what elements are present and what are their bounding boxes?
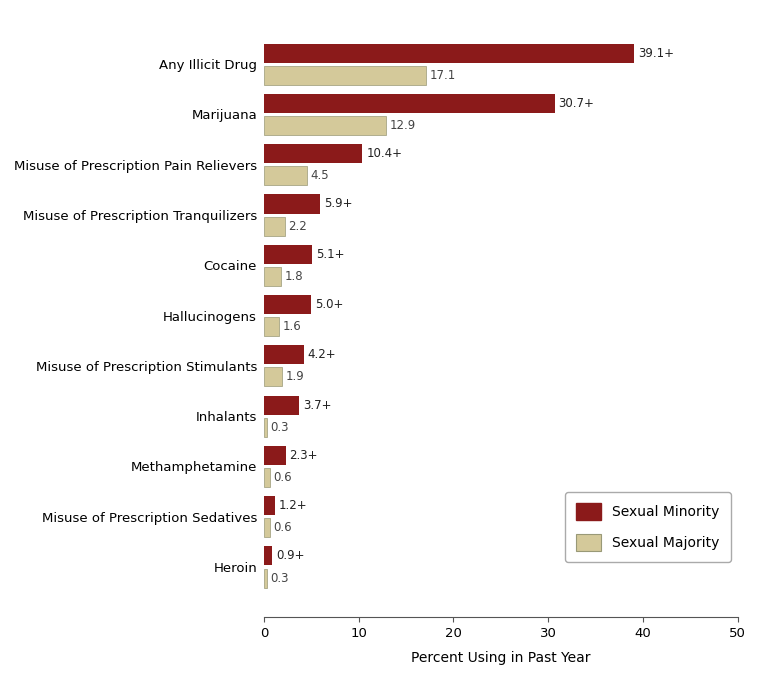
Text: 39.1+: 39.1+: [638, 47, 674, 60]
Bar: [264, 66, 426, 85]
Text: 1.2+: 1.2+: [279, 499, 308, 512]
Bar: [264, 267, 281, 286]
Bar: [264, 94, 555, 113]
Text: 17.1: 17.1: [429, 69, 456, 81]
Bar: [264, 396, 299, 415]
Bar: [264, 116, 386, 135]
Text: 5.0+: 5.0+: [315, 298, 344, 311]
Text: 2.3+: 2.3+: [290, 449, 318, 462]
X-axis label: Percent Using in Past Year: Percent Using in Past Year: [411, 651, 591, 665]
Bar: [264, 345, 304, 365]
Bar: [264, 367, 282, 386]
Bar: [264, 496, 275, 515]
Text: 0.3: 0.3: [271, 421, 289, 434]
Text: 0.6: 0.6: [274, 471, 292, 484]
Text: 4.2+: 4.2+: [308, 348, 336, 361]
Bar: [264, 468, 270, 487]
Text: 0.3: 0.3: [271, 572, 289, 585]
Bar: [264, 568, 267, 587]
Text: 1.9: 1.9: [286, 371, 305, 384]
Bar: [264, 166, 306, 185]
Text: 0.9+: 0.9+: [277, 549, 305, 562]
Text: 2.2: 2.2: [289, 219, 307, 233]
Bar: [264, 418, 267, 437]
Text: 1.6: 1.6: [283, 320, 302, 333]
Bar: [264, 144, 363, 163]
Text: 3.7+: 3.7+: [302, 399, 331, 411]
Bar: [264, 547, 273, 566]
Text: 5.9+: 5.9+: [324, 198, 352, 210]
Text: 5.1+: 5.1+: [316, 248, 344, 261]
Bar: [264, 194, 320, 213]
Text: 12.9: 12.9: [390, 119, 416, 132]
Text: 30.7+: 30.7+: [559, 97, 594, 110]
Bar: [264, 295, 312, 314]
Text: 1.8: 1.8: [285, 270, 303, 283]
Bar: [264, 518, 270, 537]
Text: 10.4+: 10.4+: [366, 147, 402, 160]
Text: 0.6: 0.6: [274, 521, 292, 534]
Bar: [264, 43, 635, 62]
Bar: [264, 317, 279, 336]
Legend: Sexual Minority, Sexual Majority: Sexual Minority, Sexual Majority: [565, 492, 730, 562]
Bar: [264, 446, 286, 465]
Bar: [264, 217, 285, 236]
Text: 4.5: 4.5: [310, 169, 329, 182]
Bar: [264, 244, 312, 264]
